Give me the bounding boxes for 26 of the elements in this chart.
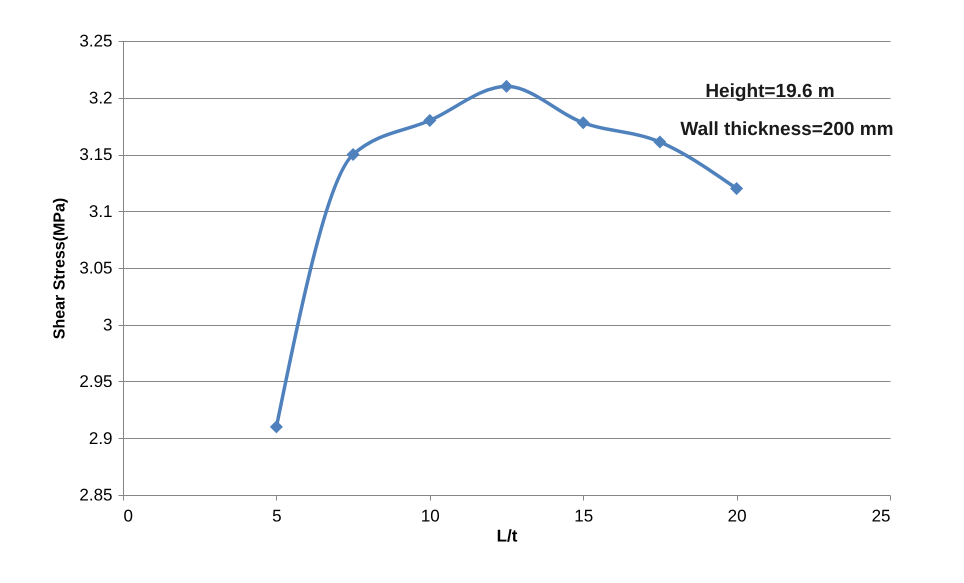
x-tick-label: 5 [272,506,282,526]
y-tick-label: 2.85 [79,486,112,504]
point [346,148,360,162]
x-axis-title: L/t [496,526,518,546]
x-tick-label: 20 [728,506,747,526]
x-tick-label: 10 [420,506,440,526]
x-tick-label: 25 [872,506,890,526]
point [653,135,666,149]
point [576,116,590,130]
y-tick-label: 3.25 [79,32,112,50]
y-tick-label: 3.15 [79,145,112,164]
y-tick-label: 2.95 [79,372,112,391]
y-tick-label: 3.1 [88,202,112,221]
y-tick-label: 3 [103,315,112,334]
point [423,114,436,127]
annotation: Height=19.6 m [705,81,835,102]
y-tick-label: 3.05 [79,258,112,278]
point [730,182,744,196]
y-tick-label: 2.9 [88,428,112,448]
point [270,420,283,434]
annotation: Wall thickness=200 mm [680,119,894,140]
x-tick-label: 0 [124,506,133,526]
x-tick-label: 15 [574,506,594,526]
y-tick-label: 3.2 [88,88,112,108]
point [500,80,514,93]
y-axis-title: Shear Stress(MPa) [51,198,68,340]
